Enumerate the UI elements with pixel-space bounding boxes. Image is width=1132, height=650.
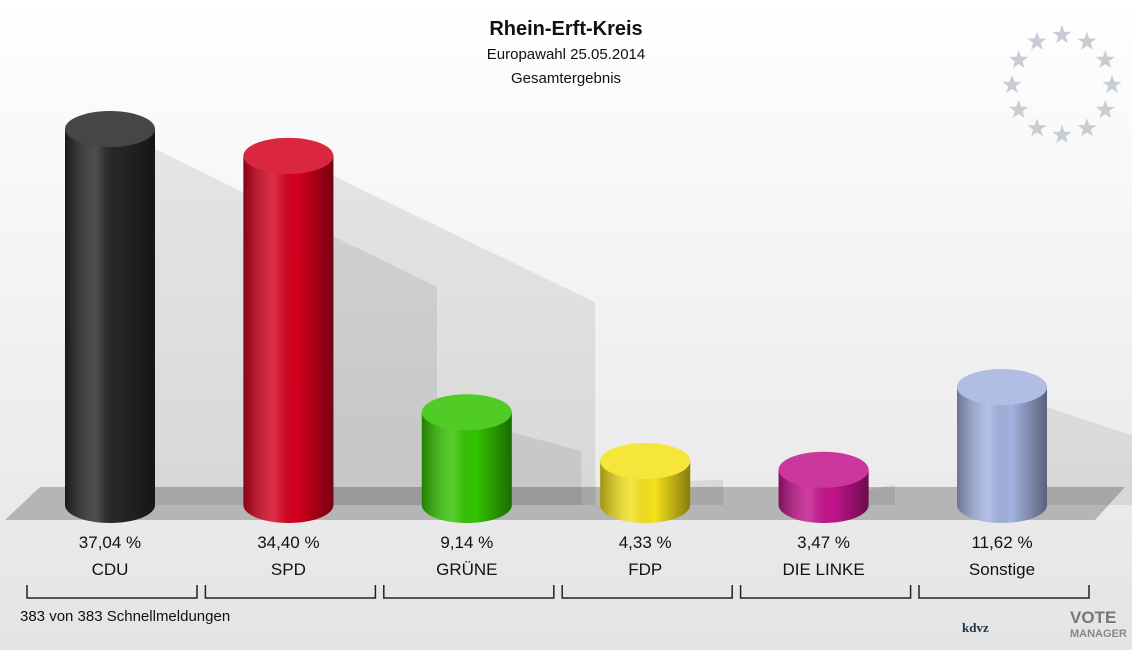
shading (957, 387, 1047, 523)
bar-top (421, 394, 512, 431)
bar-top (957, 369, 1047, 406)
bar-top (65, 111, 155, 148)
star (1052, 25, 1072, 44)
bar-top-highlight (957, 369, 1047, 406)
bar-top-highlight (65, 111, 155, 148)
bar-top-highlight (600, 443, 691, 480)
logo-text: kdvz (962, 620, 989, 635)
value-label: 11,62 % (971, 533, 1033, 552)
shading (243, 155, 334, 523)
bar-top-highlight (243, 137, 334, 174)
star (1077, 31, 1097, 50)
footer: 383 von 383 Schnellmeldungen (20, 608, 231, 625)
shadow (690, 479, 724, 505)
shadow (868, 484, 896, 505)
chart-subtitle: Europawahl 25.05.2014 (486, 46, 646, 63)
x-tick-label: FDP (628, 560, 663, 579)
shading (65, 129, 155, 523)
chart-title: Rhein-Erft-Kreis (489, 18, 643, 40)
value-label: 4,33 % (618, 533, 672, 552)
star (1009, 50, 1029, 69)
shadow (333, 175, 596, 505)
star (1052, 125, 1072, 144)
bracket (204, 585, 377, 599)
x-tick-label: CDU (91, 560, 129, 579)
bracket (739, 585, 912, 599)
star (1102, 75, 1122, 94)
star (1095, 50, 1115, 69)
chart-subtitle: Gesamtergebnis (510, 70, 622, 87)
x-tick-label: SPD (270, 560, 306, 579)
value-label: 3,47 % (797, 533, 851, 552)
bar-top (243, 137, 334, 174)
star (1027, 31, 1047, 50)
value-label: 37,04 % (78, 533, 142, 552)
bar-top-highlight (421, 394, 512, 431)
bracket (561, 585, 733, 599)
bar-top-highlight (778, 451, 869, 488)
shadow (1047, 407, 1132, 505)
x-tick-label: Sonstige (968, 560, 1036, 579)
shading (421, 412, 512, 523)
x-tick-label: DIE LINKE (782, 560, 865, 579)
star (1009, 100, 1029, 119)
value-label: 34,40 % (257, 533, 320, 552)
x-tick-label: GRÜNE (436, 560, 498, 579)
bracket (383, 585, 555, 599)
logo-text: MANAGER (1070, 628, 1127, 640)
bar-top (778, 451, 869, 488)
shadow (511, 432, 582, 505)
bar-top (600, 443, 691, 480)
value-label: 9,14 % (440, 533, 494, 552)
star (1095, 100, 1115, 119)
bracket (26, 585, 198, 599)
star (1002, 75, 1022, 94)
star (1077, 118, 1097, 137)
bracket (918, 585, 1090, 599)
star (1027, 118, 1047, 137)
logo-text: VOTE (1070, 608, 1117, 627)
